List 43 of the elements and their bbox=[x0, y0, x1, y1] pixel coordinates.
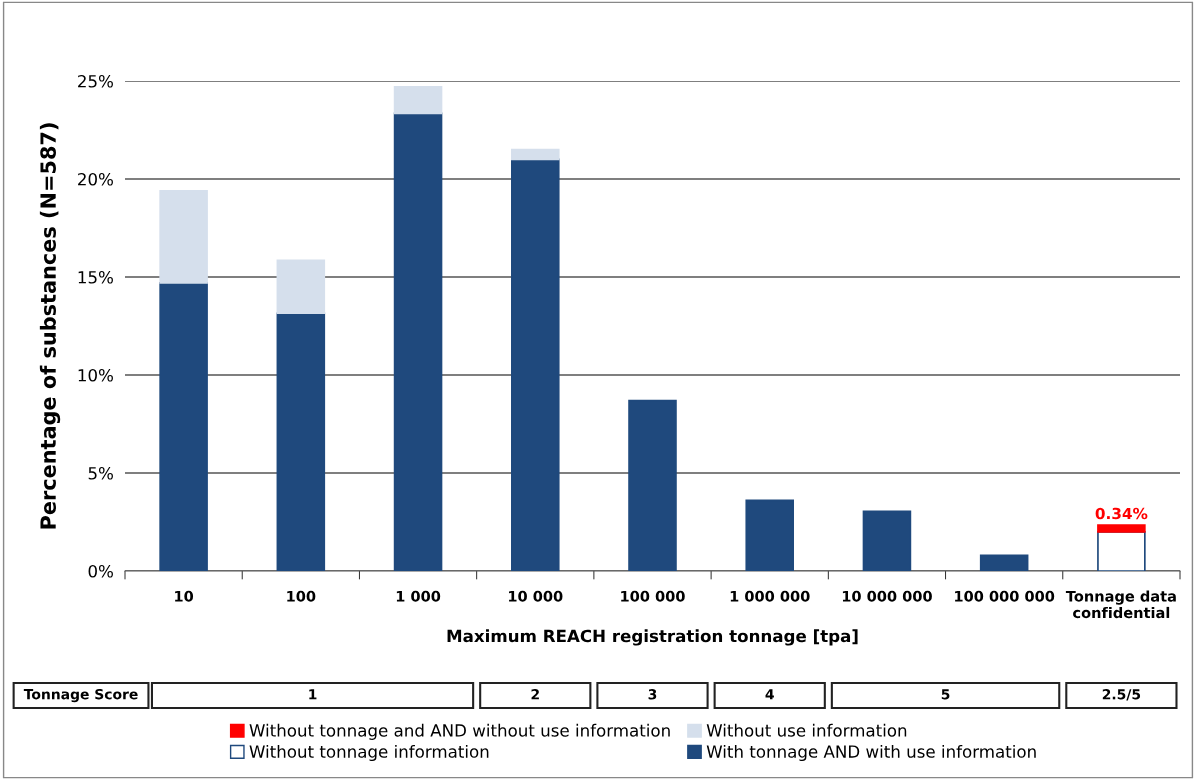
x-tick-label: 1 000 bbox=[396, 590, 441, 602]
y-axis-title: Percentage of substances (N=587) bbox=[39, 123, 61, 529]
x-tick-label: 10 bbox=[175, 590, 194, 602]
legend-label: Without use information bbox=[706, 723, 907, 737]
bar bbox=[1097, 524, 1146, 533]
bar bbox=[510, 158, 560, 571]
text: 4 bbox=[765, 689, 774, 700]
x-tick-label: 100 000 000 bbox=[955, 590, 1055, 602]
legend-label: With tonnage AND with use information bbox=[706, 744, 1036, 762]
x-axis-title: Maximum REACH registration tonnage [tpa] bbox=[447, 629, 858, 646]
bar bbox=[979, 554, 1029, 571]
y-tick-label: 20% bbox=[78, 172, 113, 186]
x-tick-label: 10 000 000 bbox=[842, 590, 932, 602]
text: 1 bbox=[309, 689, 317, 700]
x-tick-label: 100 bbox=[287, 590, 316, 602]
text: 3 bbox=[648, 689, 657, 700]
bar bbox=[276, 312, 326, 571]
bar bbox=[159, 189, 208, 284]
text: 2.5/5 bbox=[1102, 689, 1141, 701]
text: 5 bbox=[941, 689, 950, 700]
bar bbox=[628, 399, 677, 571]
bar bbox=[276, 259, 326, 315]
y-tick-label: 25% bbox=[78, 74, 113, 88]
y-tick-label: 10% bbox=[78, 368, 113, 382]
data-label: 0.34% bbox=[1095, 507, 1148, 520]
bar bbox=[159, 282, 208, 571]
legend-label: Without tonnage and AND without use information bbox=[249, 723, 670, 740]
legend-label: Without tonnage information bbox=[249, 744, 489, 762]
bar bbox=[393, 112, 443, 571]
x-tick-label: Tonnage data confidential bbox=[1065, 590, 1176, 619]
bar bbox=[510, 148, 560, 161]
y-tick-label: 15% bbox=[78, 270, 113, 284]
bar bbox=[745, 499, 795, 571]
bar bbox=[393, 86, 443, 115]
text: 2 bbox=[531, 689, 539, 700]
x-tick-label: 10 000 bbox=[509, 590, 563, 602]
x-tick-label: 1 000 000 bbox=[730, 590, 810, 602]
bar bbox=[862, 510, 912, 571]
y-tick-label: 0% bbox=[88, 564, 113, 578]
text: Tonnage Score bbox=[23, 688, 138, 703]
y-tick-label: 5% bbox=[88, 466, 113, 480]
x-tick-label: 100 000 bbox=[621, 590, 685, 602]
bar bbox=[1097, 530, 1146, 571]
